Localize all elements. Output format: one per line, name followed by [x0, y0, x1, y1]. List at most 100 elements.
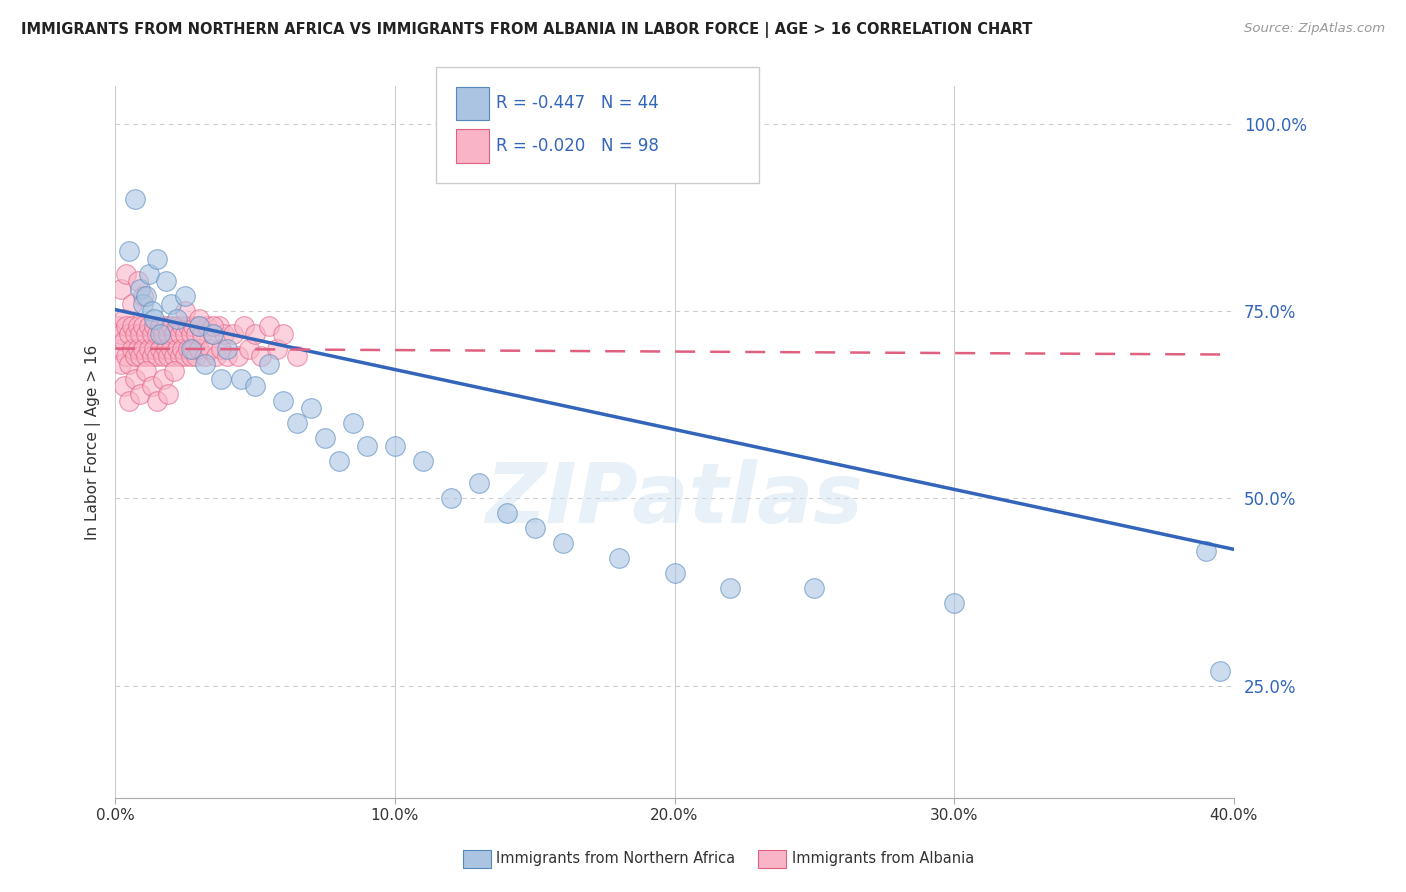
- Point: [166, 319, 188, 334]
- Point: [143, 319, 166, 334]
- Point: [124, 371, 146, 385]
- Point: [384, 439, 406, 453]
- Point: [115, 349, 138, 363]
- Point: [138, 342, 160, 356]
- Point: [163, 364, 186, 378]
- Point: [232, 319, 254, 334]
- Point: [121, 319, 143, 334]
- Point: [202, 319, 225, 334]
- Point: [468, 476, 491, 491]
- Point: [138, 319, 160, 334]
- Point: [118, 244, 141, 259]
- Point: [155, 319, 177, 334]
- Point: [135, 364, 157, 378]
- Point: [180, 349, 202, 363]
- Point: [146, 326, 169, 341]
- Point: [129, 349, 152, 363]
- Point: [155, 342, 177, 356]
- Point: [157, 326, 180, 341]
- Point: [115, 267, 138, 281]
- Text: Immigrants from Albania: Immigrants from Albania: [792, 852, 974, 866]
- Point: [214, 326, 236, 341]
- Text: Source: ZipAtlas.com: Source: ZipAtlas.com: [1244, 22, 1385, 36]
- Point: [155, 274, 177, 288]
- Point: [551, 536, 574, 550]
- Point: [132, 319, 155, 334]
- Point: [211, 342, 233, 356]
- Point: [129, 386, 152, 401]
- Text: Immigrants from Northern Africa: Immigrants from Northern Africa: [496, 852, 735, 866]
- Point: [197, 319, 219, 334]
- Point: [229, 371, 252, 385]
- Point: [129, 326, 152, 341]
- Point: [180, 326, 202, 341]
- Point: [523, 521, 546, 535]
- Point: [211, 371, 233, 385]
- Point: [191, 326, 214, 341]
- Point: [174, 326, 197, 341]
- Point: [118, 326, 141, 341]
- Point: [152, 371, 174, 385]
- Point: [132, 342, 155, 356]
- Point: [118, 357, 141, 371]
- Point: [188, 319, 211, 334]
- Point: [163, 326, 186, 341]
- Point: [146, 394, 169, 409]
- Point: [115, 319, 138, 334]
- Point: [188, 311, 211, 326]
- Point: [177, 342, 200, 356]
- Point: [143, 311, 166, 326]
- Point: [356, 439, 378, 453]
- Point: [238, 342, 260, 356]
- Point: [243, 326, 266, 341]
- Point: [149, 319, 172, 334]
- Point: [146, 349, 169, 363]
- Point: [152, 326, 174, 341]
- Point: [160, 342, 183, 356]
- Point: [194, 349, 217, 363]
- Point: [141, 326, 163, 341]
- Point: [1195, 544, 1218, 558]
- Point: [127, 274, 149, 288]
- Point: [121, 296, 143, 310]
- Point: [299, 401, 322, 416]
- Point: [132, 289, 155, 303]
- Point: [328, 454, 350, 468]
- Point: [146, 252, 169, 266]
- Point: [1209, 664, 1232, 678]
- Point: [314, 432, 336, 446]
- Point: [135, 326, 157, 341]
- Point: [186, 349, 208, 363]
- Point: [138, 267, 160, 281]
- Point: [127, 319, 149, 334]
- Point: [127, 342, 149, 356]
- Point: [172, 342, 194, 356]
- Text: ZIPatlas: ZIPatlas: [485, 458, 863, 540]
- Point: [607, 551, 630, 566]
- Point: [194, 357, 217, 371]
- Point: [495, 507, 517, 521]
- Point: [160, 296, 183, 310]
- Point: [205, 349, 228, 363]
- Point: [172, 319, 194, 334]
- Text: R = -0.020   N = 98: R = -0.020 N = 98: [496, 137, 659, 155]
- Point: [141, 379, 163, 393]
- Point: [152, 349, 174, 363]
- Point: [943, 596, 966, 610]
- Point: [202, 326, 225, 341]
- Point: [112, 311, 135, 326]
- Point: [803, 582, 825, 596]
- Point: [188, 319, 211, 334]
- Point: [141, 304, 163, 318]
- Point: [124, 326, 146, 341]
- Point: [124, 192, 146, 206]
- Point: [208, 319, 231, 334]
- Point: [183, 319, 205, 334]
- Point: [107, 319, 129, 334]
- Point: [226, 349, 249, 363]
- Point: [166, 311, 188, 326]
- Point: [271, 326, 294, 341]
- Point: [169, 326, 191, 341]
- Point: [215, 342, 238, 356]
- Point: [135, 349, 157, 363]
